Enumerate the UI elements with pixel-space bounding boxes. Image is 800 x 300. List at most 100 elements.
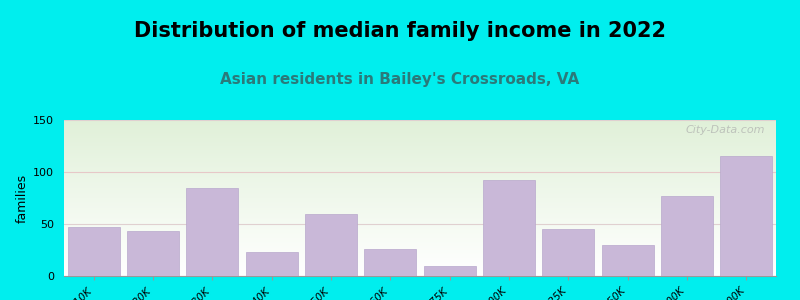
Bar — [64, 125, 776, 126]
Bar — [64, 143, 776, 144]
Bar — [64, 261, 776, 262]
Bar — [64, 259, 776, 260]
Bar — [64, 266, 776, 267]
Bar — [64, 189, 776, 190]
Bar — [64, 134, 776, 135]
Bar — [64, 182, 776, 183]
Bar — [64, 130, 776, 131]
Bar — [64, 183, 776, 184]
Bar — [64, 147, 776, 148]
Bar — [64, 196, 776, 197]
Bar — [64, 246, 776, 247]
Bar — [64, 193, 776, 194]
Bar — [64, 190, 776, 191]
Bar — [64, 238, 776, 239]
Bar — [64, 127, 776, 128]
Bar — [186, 188, 238, 276]
Bar — [602, 245, 654, 276]
Bar — [64, 239, 776, 240]
Bar — [64, 144, 776, 145]
Bar — [64, 220, 776, 221]
Bar — [64, 274, 776, 275]
Bar — [64, 150, 776, 151]
Bar — [64, 245, 776, 246]
Bar — [64, 254, 776, 255]
Bar — [64, 142, 776, 143]
Bar — [64, 187, 776, 188]
Bar — [64, 265, 776, 266]
Bar — [64, 132, 776, 133]
Bar — [64, 258, 776, 259]
Bar — [64, 191, 776, 192]
Bar — [64, 235, 776, 236]
Bar — [64, 159, 776, 160]
Bar — [64, 131, 776, 132]
Bar — [64, 194, 776, 195]
Bar — [64, 218, 776, 219]
Bar — [64, 184, 776, 185]
Bar — [64, 178, 776, 179]
Bar — [64, 236, 776, 237]
Bar — [64, 229, 776, 230]
Bar — [64, 225, 776, 226]
Bar — [64, 136, 776, 137]
Bar — [64, 126, 776, 127]
Text: Distribution of median family income in 2022: Distribution of median family income in … — [134, 21, 666, 41]
Bar — [64, 203, 776, 204]
Bar — [64, 206, 776, 207]
Bar — [483, 180, 535, 276]
Bar — [64, 217, 776, 218]
Bar — [64, 121, 776, 122]
Bar — [64, 215, 776, 216]
Bar — [64, 273, 776, 274]
Bar — [64, 212, 776, 213]
Bar — [64, 221, 776, 222]
Bar — [64, 228, 776, 229]
Text: Asian residents in Bailey's Crossroads, VA: Asian residents in Bailey's Crossroads, … — [220, 72, 580, 87]
Bar — [64, 260, 776, 261]
Bar — [64, 175, 776, 176]
Bar — [64, 195, 776, 196]
Bar — [661, 196, 713, 276]
Bar — [64, 186, 776, 187]
Bar — [64, 274, 776, 275]
Bar — [64, 208, 776, 209]
Bar — [64, 164, 776, 165]
Bar — [64, 241, 776, 242]
Bar — [64, 174, 776, 175]
Bar — [64, 166, 776, 167]
Bar — [64, 201, 776, 202]
Bar — [64, 145, 776, 146]
Bar — [64, 179, 776, 180]
Bar — [64, 176, 776, 177]
Bar — [64, 262, 776, 263]
Bar — [64, 272, 776, 273]
Bar — [64, 251, 776, 252]
Bar — [64, 169, 776, 170]
Bar — [64, 129, 776, 130]
Bar — [64, 250, 776, 251]
Bar — [246, 252, 298, 276]
Bar — [364, 249, 417, 276]
Bar — [64, 264, 776, 265]
Y-axis label: families: families — [16, 173, 29, 223]
Bar — [64, 223, 776, 224]
Bar — [423, 266, 476, 276]
Bar — [64, 200, 776, 201]
Bar — [64, 163, 776, 164]
Bar — [64, 146, 776, 147]
Bar — [64, 122, 776, 123]
Bar — [64, 197, 776, 198]
Bar — [64, 168, 776, 169]
Bar — [64, 173, 776, 174]
Bar — [64, 165, 776, 166]
Bar — [64, 244, 776, 245]
Bar — [64, 170, 776, 171]
Bar — [64, 148, 776, 149]
Bar — [64, 224, 776, 225]
Bar — [64, 152, 776, 153]
Bar — [64, 154, 776, 155]
Bar — [64, 243, 776, 244]
Bar — [64, 172, 776, 173]
Bar — [64, 275, 776, 276]
